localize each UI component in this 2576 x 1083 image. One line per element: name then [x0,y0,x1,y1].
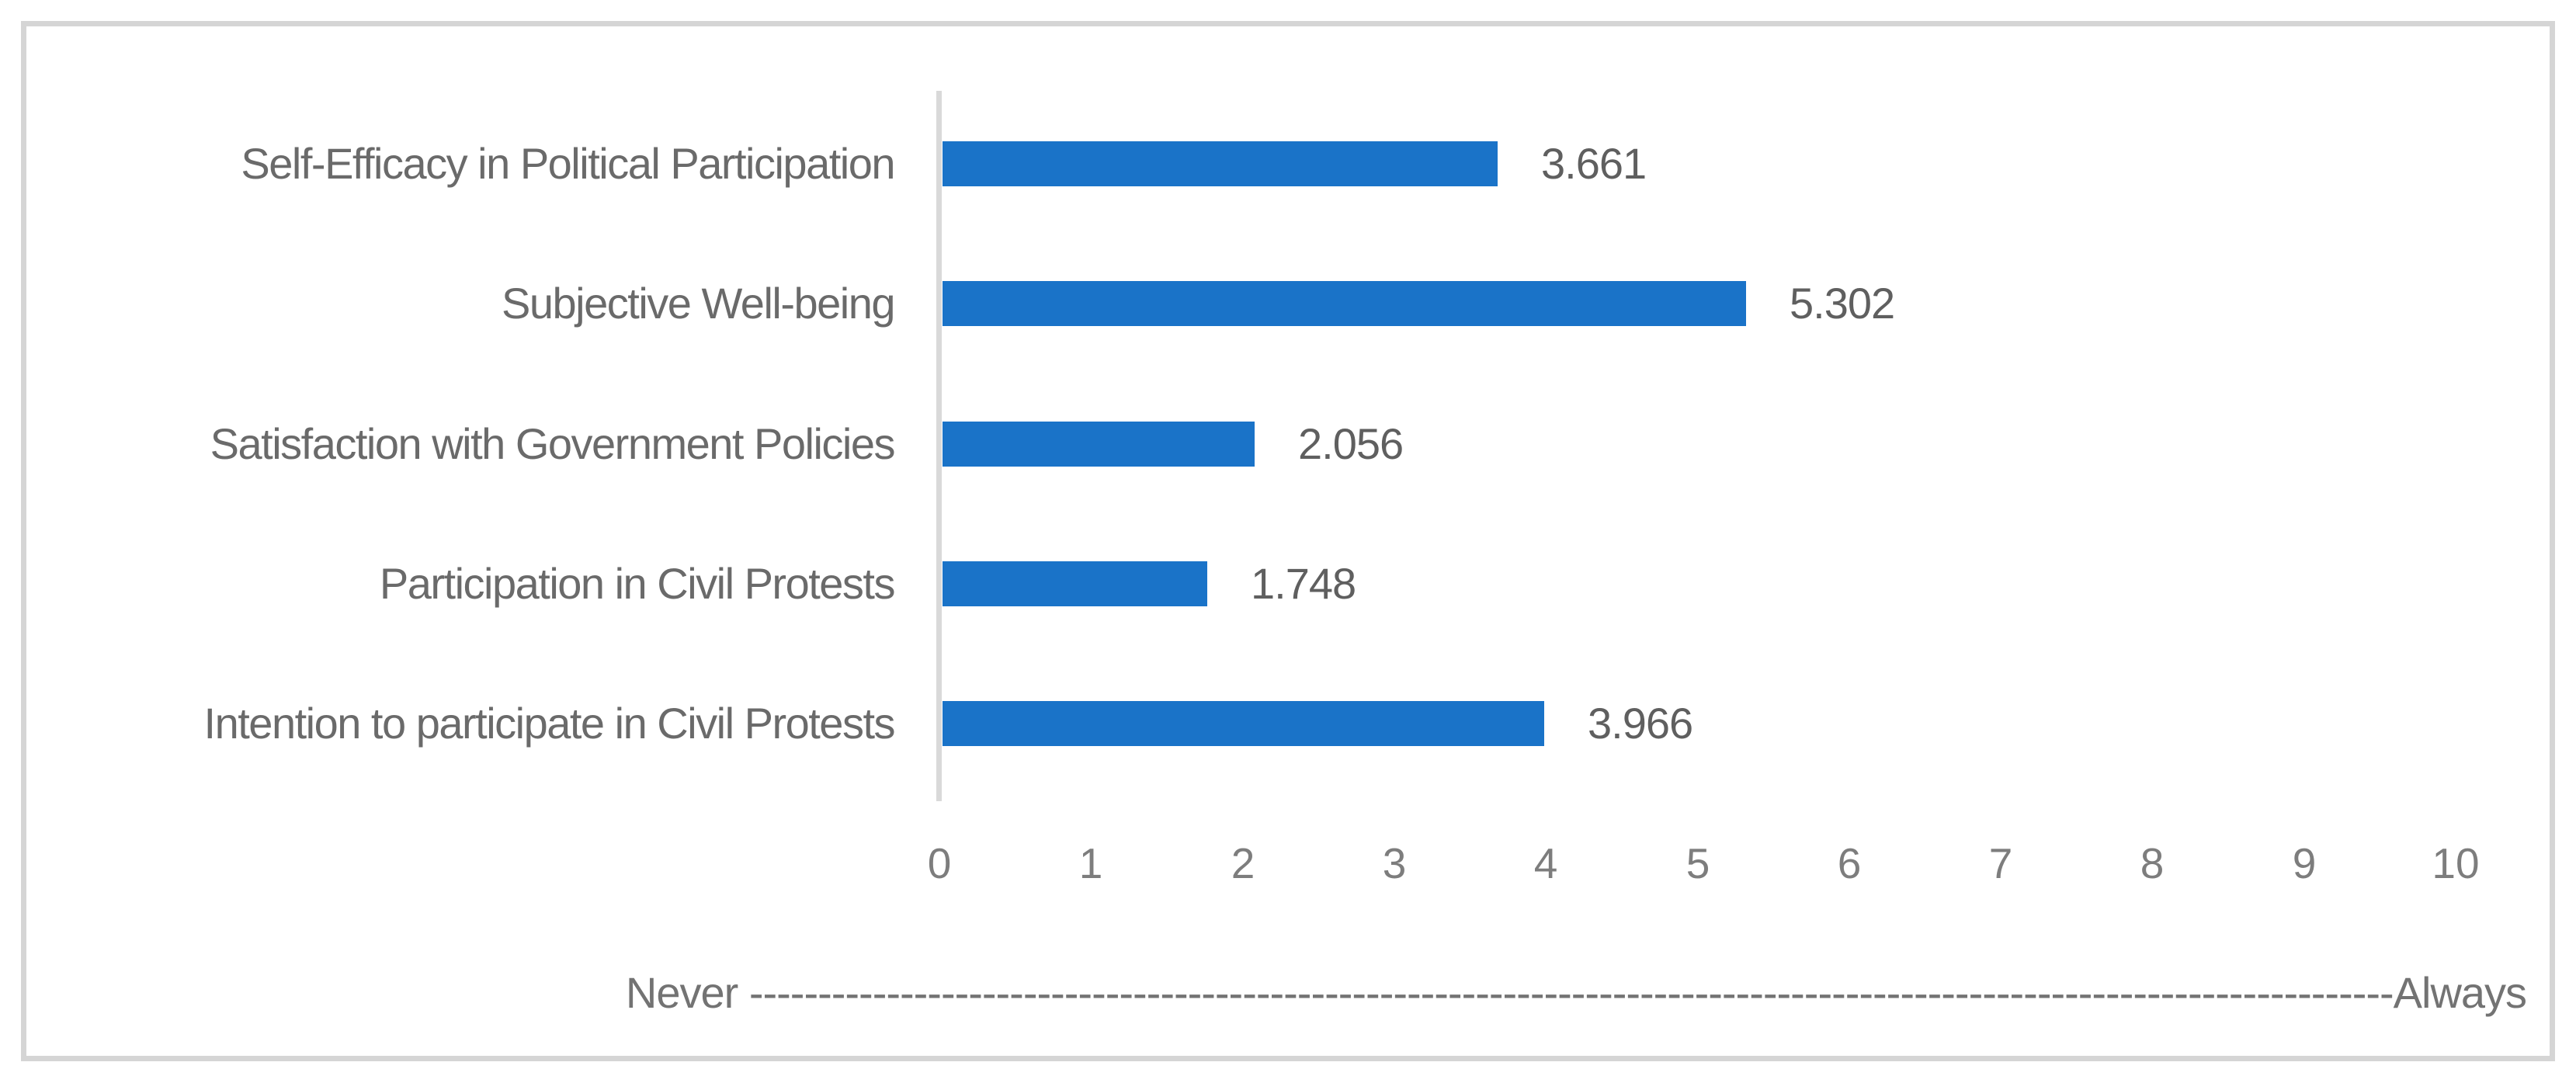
bar [943,561,1207,606]
x-tick-label: 5 [1686,839,1710,887]
value-label: 3.966 [1588,699,1693,748]
category-label: Intention to participate in Civil Protes… [203,699,896,748]
x-tick-label: 3 [1382,839,1407,887]
category-label: Satisfaction with Government Policies [210,419,896,468]
x-tick-label: 6 [1837,839,1862,887]
x-tick-label: 2 [1231,839,1255,887]
x-tick-label: 9 [2292,839,2317,887]
value-label: 2.056 [1298,419,1404,468]
x-axis-title: Never ----------------------------------… [625,968,2527,1017]
category-label: Participation in Civil Protests [379,559,896,608]
x-tick-label: 10 [2432,839,2480,887]
chart-frame [21,21,2555,1061]
y-axis-line [936,91,942,801]
x-tick-label: 7 [1988,839,2013,887]
x-tick-label: 0 [927,839,952,887]
value-label: 3.661 [1541,139,1647,188]
bar [943,701,1544,746]
bar [943,422,1255,467]
x-tick-label: 4 [1533,839,1558,887]
x-tick-label: 1 [1078,839,1103,887]
bar [943,281,1746,326]
value-label: 1.748 [1251,559,1356,608]
value-label: 5.302 [1790,279,1895,328]
bar [943,141,1498,186]
category-label: Subjective Well-being [502,279,895,328]
x-tick-label: 8 [2140,839,2165,887]
category-label: Self-Efficacy in Political Participation [241,139,895,188]
